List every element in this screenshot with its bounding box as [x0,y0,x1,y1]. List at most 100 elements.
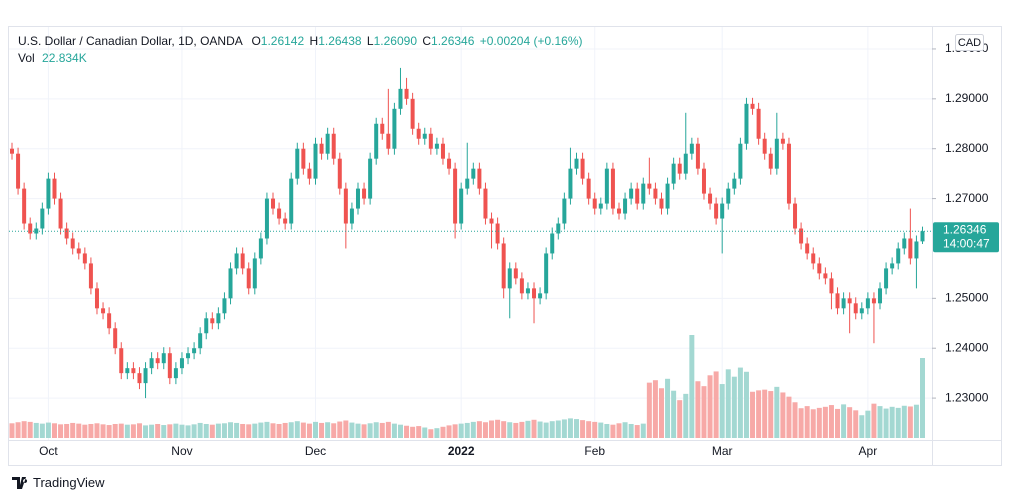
change: +0.00204 (+0.16%) [480,34,583,48]
candle-body [635,188,640,204]
volume-bar [33,422,39,438]
candle-body [447,158,452,169]
candle-body [362,188,367,199]
candle-body [143,368,148,384]
volume-bar [76,423,82,438]
candle-body [319,143,324,154]
volume-bar [634,425,640,438]
candle-body [592,198,597,209]
candle-body [896,248,901,264]
volume-bar [215,423,221,438]
candle-body [198,333,203,349]
volume-bar [598,422,604,438]
volume-bar [804,406,810,438]
candle-body [410,98,415,129]
currency-label: CAD [958,37,981,49]
volume-bar [240,423,246,438]
candle-body [380,123,385,134]
candle-body [878,288,883,304]
candle-body [186,353,191,359]
candle-body [641,183,646,204]
volume-bar [495,419,501,438]
candle-body [234,253,239,269]
volume-value: 22.834K [42,51,87,65]
candle-body [568,168,573,199]
volume-bar [543,422,549,438]
candle-body [125,368,130,374]
candles [9,67,932,399]
candle-body [216,313,221,324]
candle-body [192,348,197,354]
candle-body [404,88,409,99]
candle-body [173,368,178,379]
ohlc-value: 1.26090 [374,34,418,48]
volume-bar [470,421,476,438]
candle-body [793,203,798,229]
candle-body [325,133,330,154]
volume-bar [45,422,51,438]
volume-bar [173,423,179,438]
candle-body [107,313,112,329]
volume-bar [179,424,185,438]
volume-bar [379,422,385,438]
volume-bar [197,422,203,438]
candle-body [920,231,925,242]
candle-body [829,278,834,294]
volume-bar [130,424,136,438]
volume-bar [841,404,847,438]
candle-body [307,168,312,179]
candle-body [677,163,682,174]
volume-bar [507,422,513,438]
candle-body [252,258,257,289]
candle-body [556,223,561,234]
y-tick-label: 1.25000 [945,291,989,305]
volume-bar [94,423,100,438]
symbol-title: U.S. Dollar / Canadian Dollar, 1D, OANDA [18,34,243,48]
candle-body [538,293,543,299]
volume-bar [434,428,440,438]
candle-body [76,248,81,254]
volume-bar [300,422,306,438]
volume-bar [264,421,270,438]
volume-bar [440,426,446,438]
volume-bar [871,403,877,438]
volume-bar [373,422,379,438]
volume-bar [561,419,567,438]
legend-header: U.S. Dollar / Canadian Dollar, 1D, OANDA… [18,34,583,48]
candle-body [580,158,585,179]
volume-header: Vol 22.834K [18,51,87,65]
candle-body [210,318,215,324]
volume-bar [567,418,573,438]
candle-body [908,238,913,259]
volume-bar [228,422,234,438]
volume-bar [610,424,616,438]
volume-bar [246,424,252,438]
candle-body [64,228,69,239]
candle-body [610,168,615,209]
logo-mark [12,477,28,489]
volume-bar [622,422,628,438]
volume-bar [167,424,173,438]
volume-bar [762,389,768,438]
volume-bar [21,421,27,438]
volume-bar [88,423,94,438]
volume-bar [920,358,925,438]
volume-bar [822,406,828,438]
volume-bar [385,421,391,438]
candle-body [890,263,895,269]
candle-body [22,188,27,224]
candle-body [689,143,694,154]
y-tick-label: 1.28000 [945,141,989,155]
candle-body [525,288,530,294]
volume-bar [780,392,786,438]
y-tick-label: 1.24000 [945,340,989,354]
volume-bar [185,425,191,438]
volume-bar [422,427,428,438]
volume-bar [574,419,580,438]
candle-body [683,153,688,174]
volume-bar [640,423,646,438]
currency-box [955,34,984,51]
volume-bar [677,400,683,438]
candle-body [349,208,354,224]
